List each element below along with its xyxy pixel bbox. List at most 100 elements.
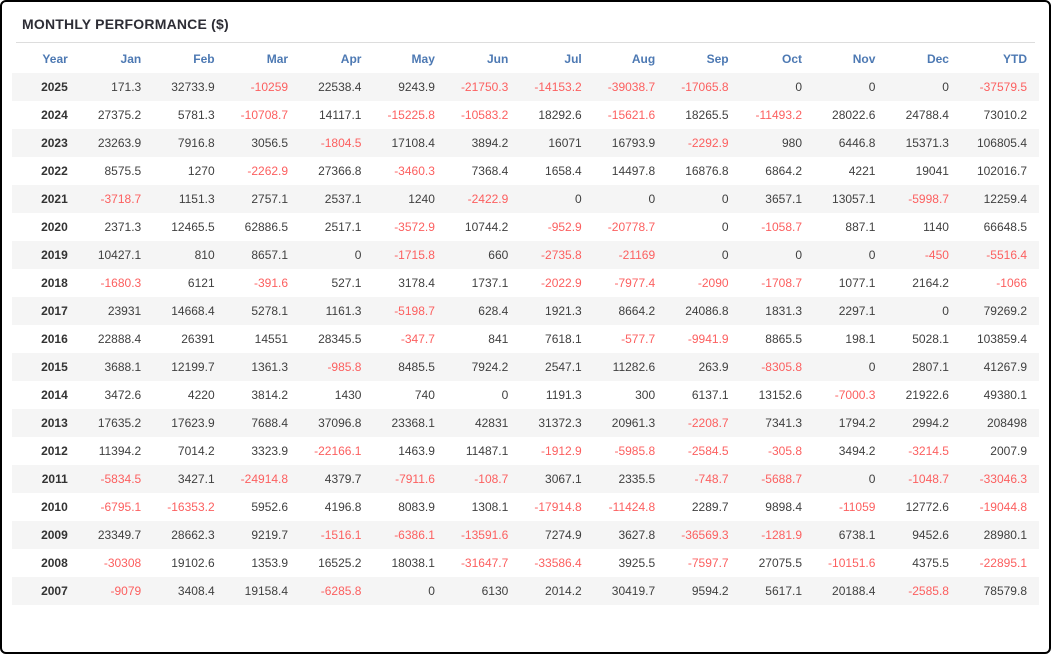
value-cell: 2994.2 (912, 416, 949, 430)
value-cell: 30419.7 (611, 584, 656, 598)
value-cell: 42831 (474, 416, 509, 430)
value-cell: -2422.9 (467, 192, 509, 206)
value-cell: 23349.7 (97, 528, 142, 542)
value-cell: 9594.2 (691, 584, 729, 598)
table-row: 2020 2371.3 12465.5 62886.5 2517.1 -3572.9 107… (12, 213, 1039, 241)
value-cell: -5198.7 (394, 304, 435, 318)
year-cell: 2020 (41, 220, 68, 234)
value-cell: 17635.2 (97, 416, 142, 430)
value-cell: -14153.2 (534, 80, 582, 94)
year-cell: 2014 (41, 388, 68, 402)
ytd-cell: 66648.5 (983, 220, 1027, 234)
table-row: 2008 -30308 19102.6 1353.9 16525.2 18038.1 -31… (12, 549, 1039, 577)
year-cell: 2025 (41, 80, 68, 94)
value-cell: 3067.1 (545, 472, 582, 486)
value-cell: 810 (194, 248, 215, 262)
title-divider (16, 42, 1035, 43)
value-cell: 5028.1 (912, 332, 949, 346)
value-cell: -6386.1 (394, 528, 435, 542)
column-header-aug[interactable]: Aug (631, 52, 656, 66)
value-cell: 3925.5 (618, 556, 656, 570)
value-cell: -17065.8 (681, 80, 729, 94)
value-cell: 263.9 (698, 360, 729, 374)
table-row: 2009 23349.7 28662.3 9219.7 -1516.1 -6386.1 -1… (12, 521, 1039, 549)
value-cell: 15371.3 (905, 136, 949, 150)
column-header-sep[interactable]: Sep (706, 52, 729, 66)
value-cell: -2090 (697, 276, 729, 290)
table-row: 2024 27375.2 5781.3 -10708.7 14117.1 -15225.8… (12, 101, 1039, 129)
value-cell: -3214.5 (908, 444, 949, 458)
table-row: 2021 -3718.7 1151.3 2757.1 2537.1 1240 -2422.9… (12, 185, 1039, 213)
value-cell: 12772.6 (905, 500, 949, 514)
value-cell: 7341.3 (765, 416, 802, 430)
value-cell: 20188.4 (832, 584, 876, 598)
value-cell: -7911.6 (395, 472, 435, 486)
column-header-year[interactable]: Year (42, 52, 68, 66)
value-cell: 6864.2 (765, 164, 802, 178)
value-cell: 9243.9 (398, 80, 435, 94)
column-header-may[interactable]: May (411, 52, 435, 66)
table-row: 2007 -9079 3408.4 19158.4 -6285.8 0 6130 2014.2… (12, 577, 1039, 605)
value-cell: 31372.3 (538, 416, 582, 430)
table-row: 2025 171.3 32733.9 -10259 22538.4 9243.9 -2175… (12, 73, 1039, 101)
value-cell: 18038.1 (391, 556, 435, 570)
value-cell: -1715.8 (394, 248, 435, 262)
value-cell: -1058.7 (761, 220, 802, 234)
column-header-jan[interactable]: Jan (120, 52, 142, 66)
value-cell: 0 (575, 192, 582, 206)
value-cell: 3894.2 (471, 136, 509, 150)
value-cell: 16071 (548, 136, 582, 150)
year-cell: 2022 (41, 164, 68, 178)
column-header-oct[interactable]: Oct (781, 52, 802, 66)
column-header-nov[interactable]: Nov (852, 52, 876, 66)
value-cell: -10708.7 (240, 108, 289, 122)
value-cell: -1708.7 (761, 276, 802, 290)
column-header-jun[interactable]: Jun (486, 52, 509, 66)
column-header-apr[interactable]: Apr (340, 52, 362, 66)
value-cell: -20778.7 (607, 220, 656, 234)
column-header-dec[interactable]: Dec (926, 52, 949, 66)
column-header-jul[interactable]: Jul (564, 52, 582, 66)
value-cell: 4220 (187, 388, 215, 402)
value-cell: 2335.5 (618, 472, 656, 486)
value-cell: 3814.2 (251, 388, 289, 402)
value-cell: 1240 (408, 192, 435, 206)
value-cell: -2208.7 (687, 416, 729, 430)
year-cell: 2010 (41, 500, 68, 514)
value-cell: 11487.1 (465, 444, 509, 458)
table-row: 2010 -6795.1 -16353.2 5952.6 4196.8 8083.9 130… (12, 493, 1039, 521)
value-cell: 3056.5 (251, 136, 289, 150)
value-cell: 10427.1 (97, 248, 142, 262)
table-row: 2023 23263.9 7916.8 3056.5 -1804.5 17108.4 389… (12, 129, 1039, 157)
value-cell: -31647.7 (460, 556, 509, 570)
value-cell: 16793.9 (611, 136, 656, 150)
value-cell: 23931 (107, 304, 142, 318)
value-cell: 0 (501, 388, 509, 402)
table-row: 2019 10427.1 810 8657.1 0 -1715.8 660 -2735.8 -2… (12, 241, 1039, 269)
value-cell: 0 (868, 360, 876, 374)
value-cell: 14117.1 (318, 108, 362, 122)
value-cell: 22538.4 (318, 80, 362, 94)
value-cell: 23368.1 (391, 416, 435, 430)
value-cell: 7688.4 (251, 416, 289, 430)
value-cell: 7916.8 (177, 136, 215, 150)
value-cell: 27366.8 (318, 164, 362, 178)
column-header-mar[interactable]: Mar (266, 52, 289, 66)
value-cell: 19041 (915, 164, 949, 178)
value-cell: 3688.1 (104, 360, 142, 374)
value-cell: 0 (942, 304, 949, 318)
value-cell: 8575.5 (104, 164, 142, 178)
ytd-cell: -1066 (996, 276, 1027, 290)
table-row: 2015 3688.1 12199.7 1361.3 -985.8 8485.5 7924.… (12, 353, 1039, 381)
value-cell: 11282.6 (612, 360, 656, 374)
value-cell: 3494.2 (838, 444, 876, 458)
value-cell: -1048.7 (908, 472, 949, 486)
value-cell: 0 (868, 248, 876, 262)
value-cell: 22888.4 (97, 332, 142, 346)
value-cell: 14668.4 (171, 304, 215, 318)
value-cell: 8657.1 (251, 248, 289, 262)
column-header-ytd[interactable]: YTD (1003, 52, 1027, 66)
column-header-feb[interactable]: Feb (193, 52, 215, 66)
value-cell: -3460.3 (394, 164, 435, 178)
value-cell: 3427.1 (177, 472, 215, 486)
